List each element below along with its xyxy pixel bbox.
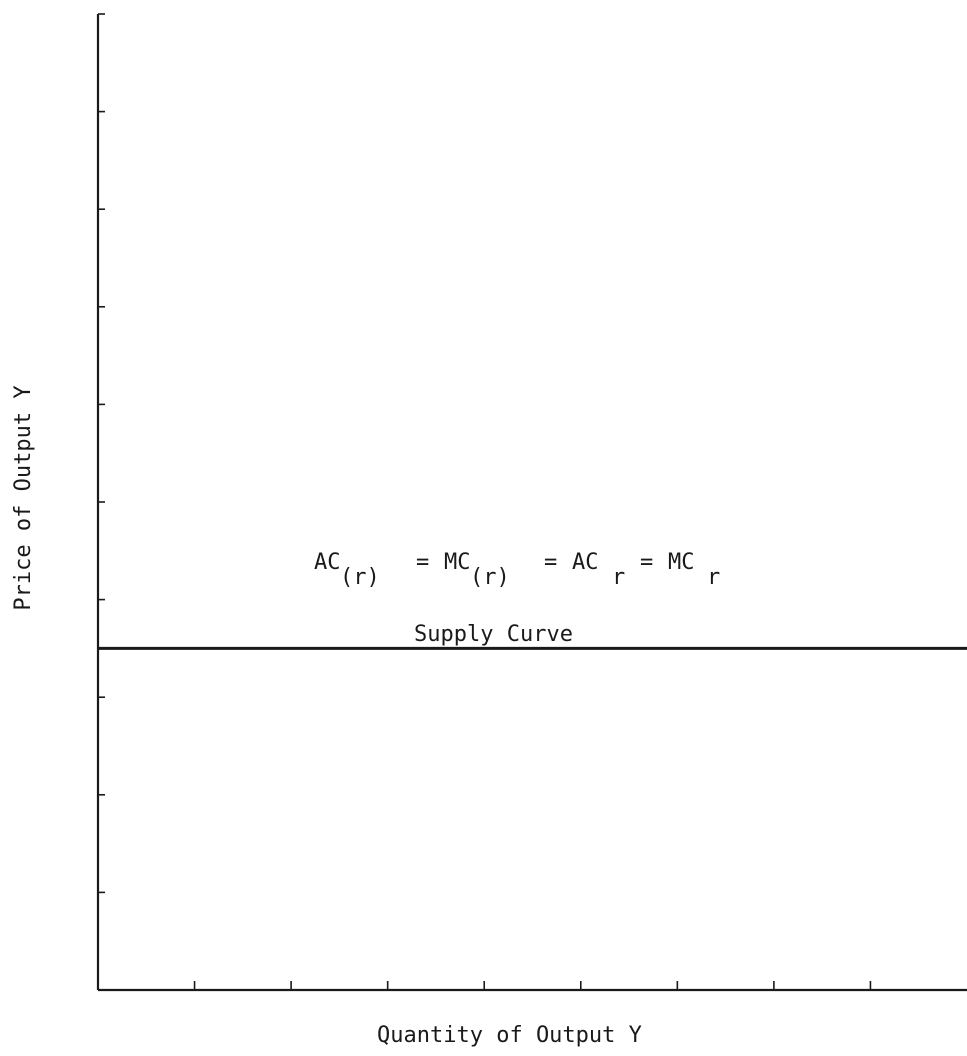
curve-equation-label: AC (r) = MC (r) = AC r = MC r <box>314 550 720 590</box>
ac-sub: r <box>612 565 625 590</box>
supply-curve-label: Supply Curve <box>414 622 573 647</box>
y-axis-label: Price of Output Y <box>11 385 36 610</box>
ac-base: AC <box>572 550 599 575</box>
tick-marks <box>98 13 872 990</box>
equals-2: = <box>544 550 557 575</box>
mc-base: MC <box>668 550 695 575</box>
x-axis-label: Quantity of Output Y <box>377 1023 642 1048</box>
mc-sub: r <box>707 565 720 590</box>
equals-3: = <box>640 550 653 575</box>
ac-paren-base: AC <box>314 550 341 575</box>
axes <box>96 14 967 992</box>
ac-paren-sub: (r) <box>340 565 380 590</box>
mc-paren-sub: (r) <box>470 565 510 590</box>
equals-1: = <box>416 550 429 575</box>
mc-paren-base: MC <box>444 550 471 575</box>
